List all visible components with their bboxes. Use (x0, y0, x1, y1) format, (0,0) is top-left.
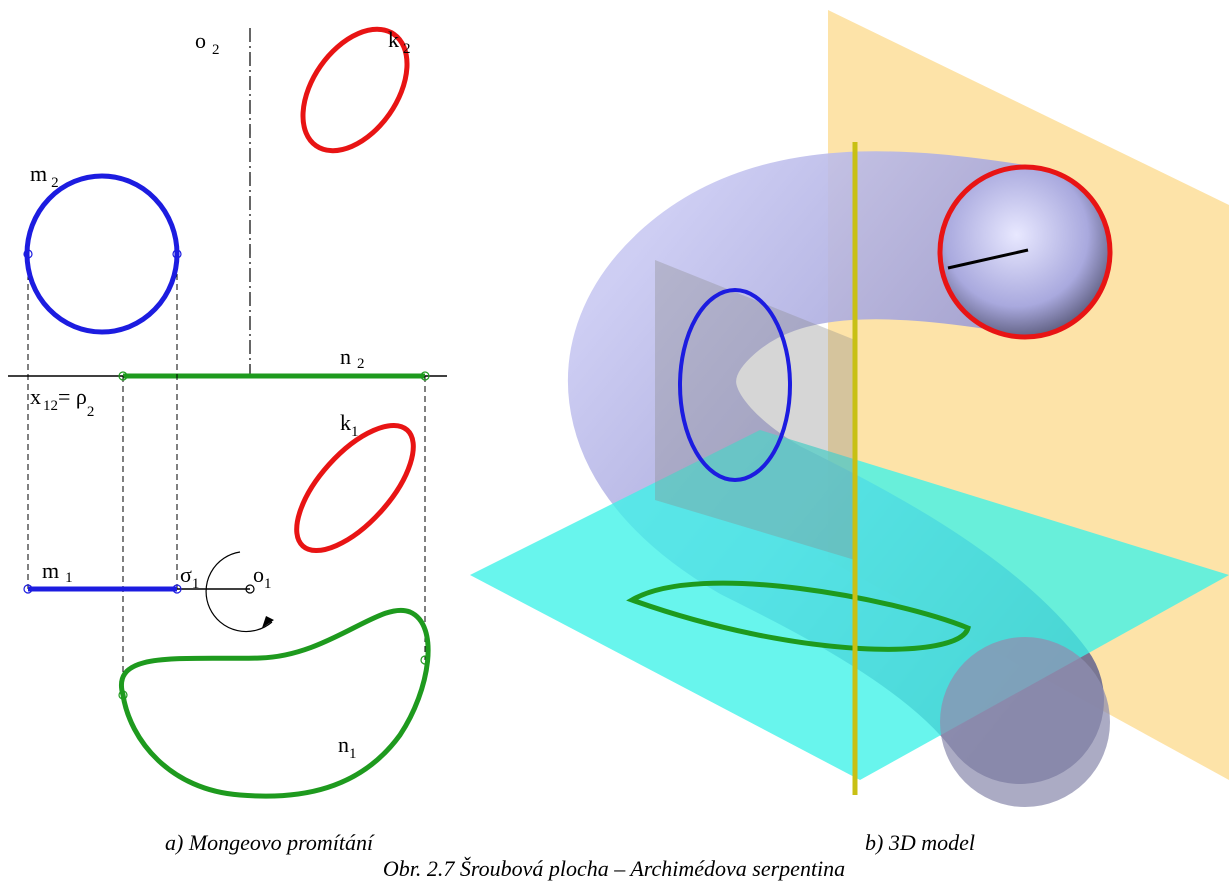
label: o1 (253, 562, 272, 592)
caption-right: b) 3D model (865, 830, 975, 855)
label-part: k (340, 410, 351, 435)
figure: o2 k2 m2 n2 x12= ρ2 k1 m1 σ1 o1 n1 a) Mo… (0, 0, 1229, 888)
label-part: 12 (43, 398, 58, 414)
points (24, 250, 429, 699)
label: n1 (338, 732, 357, 762)
label-part: 1 (351, 424, 359, 440)
label-part: 1 (192, 576, 200, 592)
m2 (27, 176, 177, 332)
label-part: 2 (87, 404, 95, 420)
label-part: o (253, 562, 264, 587)
label-part: 1 (65, 570, 73, 586)
label-part: 2 (212, 42, 220, 58)
tube-end (940, 637, 1110, 807)
caption-figure: Obr. 2.7 Šroubová plocha – Archimédova s… (383, 856, 845, 881)
k2 (282, 10, 429, 170)
label-part: = ρ (58, 384, 87, 409)
label-part: m (42, 558, 59, 583)
caption-left: a) Mongeovo promítání (165, 830, 375, 855)
n1 (121, 610, 428, 796)
label-part: 2 (403, 41, 411, 57)
label-part: m (30, 161, 47, 186)
label-part: σ (180, 562, 192, 587)
label-part: 1 (264, 576, 272, 592)
label-part: k (388, 27, 399, 52)
ordinals (28, 254, 425, 695)
label-part: n (338, 732, 349, 757)
label-part: x (30, 384, 41, 409)
rotation-arrow (262, 616, 274, 628)
label-part: 2 (51, 175, 59, 191)
label-part: 1 (349, 746, 357, 762)
label: σ1 (180, 562, 199, 592)
label-part: 2 (357, 356, 365, 372)
label-part: n (340, 344, 351, 369)
label: k1 (340, 410, 359, 440)
label-part: o (195, 28, 206, 53)
model-3d (470, 10, 1229, 807)
